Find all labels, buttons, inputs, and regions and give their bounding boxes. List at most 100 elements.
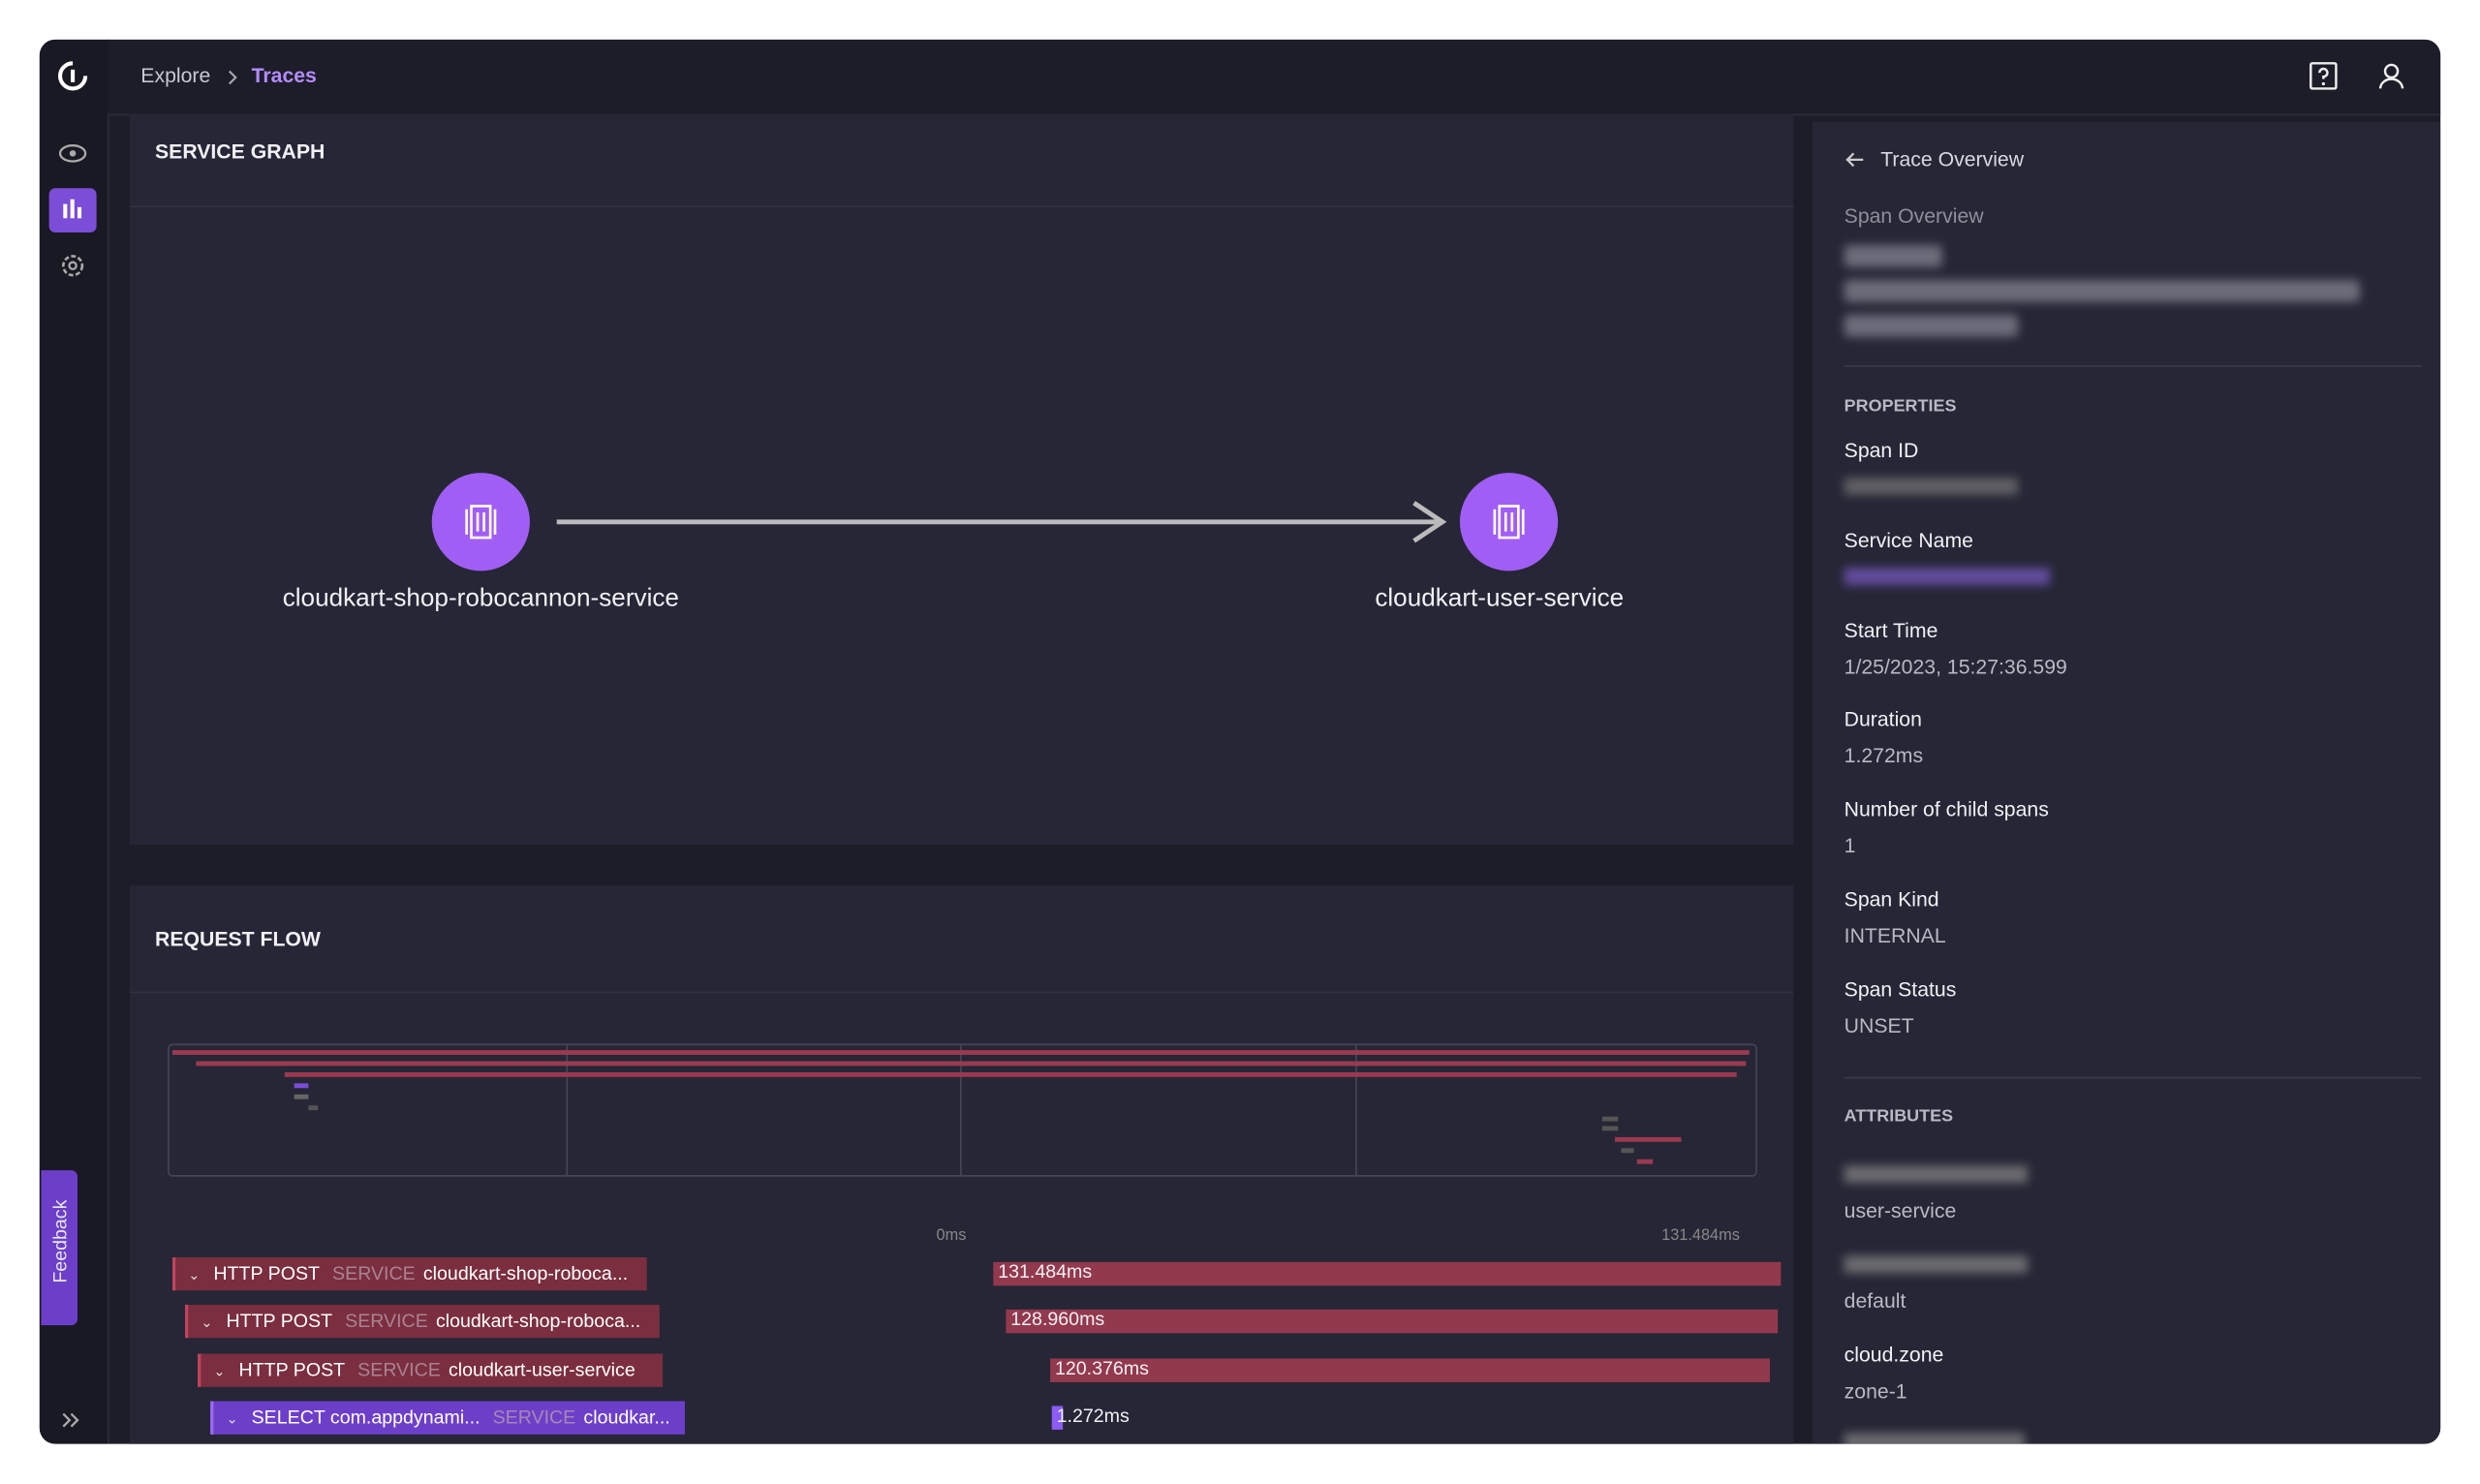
span-bar <box>993 1261 1782 1286</box>
redacted-text <box>1844 567 2050 585</box>
property-label: Number of child spans <box>1844 797 2049 821</box>
traces-icon[interactable] <box>48 188 97 232</box>
user-icon[interactable] <box>2375 60 2407 92</box>
minimap-span <box>196 1061 1747 1067</box>
axis-start: 0ms <box>936 1226 967 1245</box>
property-label: Service Name <box>1844 527 1973 552</box>
attribute-value: user-service <box>1844 1198 1957 1223</box>
property-value: 1/25/2023, 15:27:36.599 <box>1844 654 2067 678</box>
property-label: Start Time <box>1844 617 1938 642</box>
span-bar <box>1006 1310 1779 1334</box>
span-row[interactable]: ⌄ HTTP POST SERVICE cloudkart-shop-roboca..… <box>171 1256 647 1291</box>
section-title: SERVICE GRAPH <box>154 139 326 164</box>
service-name: cloudkar... <box>583 1406 670 1429</box>
back-icon[interactable] <box>1844 148 1867 170</box>
service-name: cloudkart-user-service <box>449 1357 636 1380</box>
service-tag: SERVICE <box>357 1357 441 1380</box>
minimap-span <box>294 1083 309 1089</box>
attribute-value: default <box>1844 1288 1906 1313</box>
panel-subtitle: Span Overview <box>1844 203 1984 229</box>
node-label: cloudkart-shop-robocannon-service <box>283 582 679 611</box>
redacted-text <box>1844 1433 2025 1444</box>
span-row[interactable]: ⌄ HTTP POST SERVICE cloudkart-user-service <box>198 1352 664 1387</box>
top-bar: Explore Traces <box>108 39 2441 116</box>
property-label: Duration <box>1844 707 1922 731</box>
span-row[interactable]: ⌄ SELECT com.appdynami... SERVICE cloudkar.… <box>210 1401 685 1435</box>
feedback-label: Feedback <box>48 1199 72 1283</box>
span-name: SELECT com.appdynami... <box>251 1406 480 1429</box>
redacted-text <box>1844 314 2019 337</box>
redacted-text <box>1844 478 2019 496</box>
span-name: HTTP POST <box>226 1310 333 1333</box>
divider <box>1844 365 2422 367</box>
breadcrumb-separator <box>228 70 237 85</box>
divider <box>129 991 1794 994</box>
minimap-span <box>1614 1136 1682 1142</box>
breadcrumb-traces[interactable]: Traces <box>251 63 317 87</box>
service-graph-panel: SERVICE GRAPH cloudkart-shop-robocannon-… <box>129 113 1794 845</box>
expand-chevron: ⌄ <box>188 1266 201 1283</box>
minimap <box>168 1043 1757 1177</box>
back-link[interactable]: Trace Overview <box>1880 146 2025 171</box>
span-duration: 128.960ms <box>1010 1308 1105 1331</box>
explore-icon[interactable] <box>57 140 89 166</box>
service-tag: SERVICE <box>492 1406 576 1429</box>
logo <box>58 61 88 91</box>
redacted-text <box>1844 1165 2029 1184</box>
section-title: PROPERTIES <box>1844 396 1957 417</box>
help-icon[interactable] <box>2308 60 2340 92</box>
minimap-gridline <box>1355 1045 1357 1176</box>
property-value: INTERNAL <box>1844 923 1946 947</box>
attribute-value: zone-1 <box>1844 1378 1907 1403</box>
sidebar: Feedback <box>39 39 109 1444</box>
section-title: REQUEST FLOW <box>154 926 321 951</box>
service-name: cloudkart-shop-roboca... <box>435 1310 641 1333</box>
service-node <box>431 473 530 572</box>
expand-chevron: ⌄ <box>201 1314 213 1331</box>
divider <box>1844 1076 2422 1079</box>
service-tag: SERVICE <box>332 1261 416 1284</box>
service-name: cloudkart-shop-roboca... <box>422 1261 629 1284</box>
feedback-button[interactable]: Feedback <box>41 1170 78 1326</box>
service-icon <box>465 505 497 540</box>
span-name: HTTP POST <box>238 1357 346 1380</box>
minimap-span <box>1636 1159 1654 1164</box>
minimap-span <box>1621 1148 1634 1154</box>
property-value: UNSET <box>1844 1013 1914 1037</box>
span-bar <box>1051 1406 1064 1430</box>
property-value: 1.272ms <box>1844 743 1924 768</box>
property-value: 1 <box>1844 833 1856 858</box>
node-label: cloudkart-user-service <box>1375 582 1624 611</box>
request-flow-panel: REQUEST FLOW 0ms 131.484ms ⌄ HTTP POST SER… <box>129 885 1794 1444</box>
span-bar <box>1050 1357 1770 1382</box>
span-details-panel: Trace Overview Span Overview PROPERTIES … <box>1813 121 2441 1444</box>
expand-icon[interactable] <box>58 1409 83 1432</box>
graph-canvas: cloudkart-shop-robocannon-service cloudka… <box>283 473 1624 611</box>
minimap-span <box>1601 1126 1619 1131</box>
redacted-text <box>1844 279 2360 302</box>
redacted-text <box>1844 245 1942 267</box>
minimap-span <box>294 1094 309 1099</box>
span-duration: 1.272ms <box>1056 1404 1130 1427</box>
expand-chevron: ⌄ <box>213 1362 226 1379</box>
redacted-text <box>1844 1254 2029 1273</box>
span-row[interactable]: ⌄ HTTP POST SERVICE cloudkart-shop-roboca..… <box>185 1305 660 1339</box>
breadcrumb-explore[interactable]: Explore <box>140 63 211 87</box>
property-label: Span ID <box>1844 438 1919 462</box>
minimap-gridline <box>566 1045 569 1176</box>
span-duration: 131.484ms <box>998 1260 1093 1283</box>
settings-icon[interactable] <box>57 250 89 282</box>
section-title: ATTRIBUTES <box>1844 1106 1954 1127</box>
service-tag: SERVICE <box>345 1310 428 1333</box>
minimap-span <box>284 1071 1737 1077</box>
divider <box>129 205 1794 207</box>
minimap-span <box>171 1050 1750 1055</box>
minimap-span <box>1601 1116 1619 1122</box>
service-icon <box>1493 505 1525 540</box>
span-name: HTTP POST <box>213 1261 320 1284</box>
span-list: ⌄ HTTP POST SERVICE cloudkart-shop-roboca..… <box>130 885 1794 1443</box>
edge-arrow <box>1412 501 1447 543</box>
property-label: Span Kind <box>1844 886 1939 912</box>
